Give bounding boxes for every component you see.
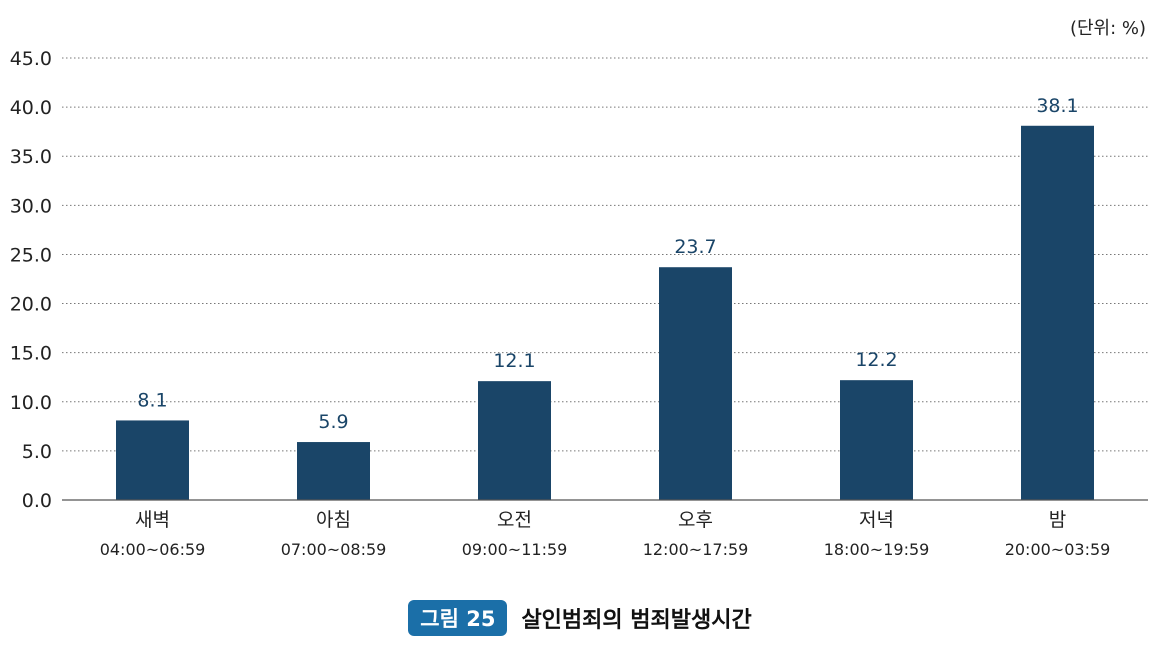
x-tick-time-range: 09:00~11:59: [462, 540, 568, 559]
y-tick-label: 30.0: [10, 195, 52, 217]
y-tick-label: 15.0: [10, 343, 52, 365]
y-tick-label: 45.0: [10, 48, 52, 70]
figure-title: 살인범죄의 범죄발생시간: [521, 608, 752, 633]
x-tick-label: 오전: [497, 509, 532, 531]
y-tick-label: 5.0: [22, 441, 52, 463]
value-label: 12.2: [855, 349, 897, 371]
unit-label: (단위: %): [1069, 18, 1146, 39]
bar: [297, 442, 370, 500]
bar: [478, 381, 551, 500]
x-tick-time-range: 20:00~03:59: [1005, 540, 1111, 559]
y-axis-ticks: 0.0 5.0 10.0 15.0 20.0 25.0 30.0 35.0 40.0 45.0: [10, 48, 52, 512]
value-label: 12.1: [493, 350, 535, 372]
figure-number-badge: 그림 25: [408, 600, 508, 636]
bar-chart: 0.0 5.0 10.0 15.0 20.0 25.0 30.0 35.0 40.0 45.0 8…: [10, 48, 1148, 559]
figure-caption: 그림 25 살인범죄의 범죄발생시간: [0, 600, 1160, 636]
x-tick-label: 밤: [1049, 509, 1066, 531]
x-tick-time-range: 18:00~19:59: [824, 540, 930, 559]
y-tick-label: 25.0: [10, 244, 52, 266]
value-labels: 8.1 5.9 12.1 23.7 12.2 38.1: [137, 95, 1078, 433]
bar: [116, 420, 189, 500]
x-tick-label: 오후: [678, 509, 713, 531]
x-tick-label: 새벽: [135, 509, 170, 531]
x-tick-label: 저녁: [859, 509, 894, 531]
y-tick-label: 0.0: [22, 490, 52, 512]
y-tick-label: 35.0: [10, 146, 52, 168]
value-label: 23.7: [674, 236, 716, 258]
bars: [116, 125, 1094, 501]
x-tick-time-range: 12:00~17:59: [643, 540, 749, 559]
bar: [659, 267, 732, 500]
gridlines: [62, 57, 1148, 452]
value-label: 8.1: [137, 389, 167, 411]
x-tick-time-range: 07:00~08:59: [281, 540, 387, 559]
x-tick-time-range: 04:00~06:59: [100, 540, 206, 559]
y-tick-label: 20.0: [10, 294, 52, 316]
bar: [840, 380, 913, 500]
y-tick-label: 40.0: [10, 97, 52, 119]
bar: [1021, 125, 1094, 501]
x-tick-label: 아침: [316, 509, 351, 531]
value-label: 5.9: [318, 411, 348, 433]
value-label: 38.1: [1036, 95, 1078, 117]
y-tick-label: 10.0: [10, 392, 52, 414]
x-axis-ticks: 새벽 04:00~06:59 아침 07:00~08:59 오전 09:00~11:59 오…: [100, 509, 1111, 559]
